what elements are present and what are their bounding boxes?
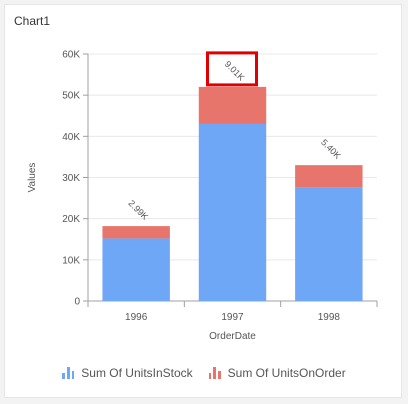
bar-units-on-order-1998 (295, 165, 363, 188)
bar-units-in-stock-1996 (102, 238, 170, 301)
y-tick-label: 20K (62, 214, 80, 225)
y-axis-title: Values (27, 163, 38, 193)
y-tick-label: 0 (74, 297, 80, 308)
legend: Sum Of UnitsInStock Sum Of UnitsOnOrder (5, 363, 403, 383)
legend-swatch-bar (213, 367, 217, 379)
y-tick-label: 40K (62, 132, 80, 143)
legend-label-units-on-order: Sum Of UnitsOnOrder (227, 366, 346, 380)
y-tick-label: 50K (62, 91, 80, 102)
x-axis-title: OrderDate (209, 331, 256, 342)
bar-chart-icon (208, 367, 221, 379)
highlight-box (206, 51, 258, 87)
bar-chart-icon (62, 367, 75, 379)
legend-item-units-on-order[interactable]: Sum Of UnitsOnOrder (208, 366, 346, 380)
y-tick-label: 30K (62, 173, 80, 184)
chart-title: Chart1 (14, 14, 51, 28)
chart-card: Chart1 0 10K 20K 30K 40K 50K 60K 1996 2.99K 1997 9… (4, 4, 402, 398)
stacked-bar-chart: 010K20K30K40K50K60K19962.99K19979.01K199… (27, 50, 378, 342)
data-label: 9.01K (223, 59, 247, 83)
y-tick-label: 10K (62, 255, 80, 266)
data-label: 5.40K (319, 137, 343, 161)
bar-units-on-order-1996 (102, 226, 170, 239)
x-tick-label: 1997 (221, 312, 244, 323)
x-tick-label: 1996 (125, 312, 148, 323)
legend-swatch-bar (71, 371, 75, 379)
legend-item-units-in-stock[interactable]: Sum Of UnitsInStock (62, 366, 193, 380)
legend-swatch-bar (66, 367, 70, 379)
legend-swatch-bar (218, 371, 221, 379)
x-tick-label: 1998 (318, 312, 341, 323)
bar-units-in-stock-1998 (295, 187, 363, 301)
bar-units-on-order-1997 (198, 86, 267, 124)
legend-swatch-bar (62, 373, 65, 379)
y-tick-label: 60K (62, 50, 80, 61)
legend-label-units-in-stock: Sum Of UnitsInStock (81, 366, 193, 380)
bar-units-in-stock-1997 (198, 123, 267, 301)
legend-swatch-bar (208, 373, 212, 379)
